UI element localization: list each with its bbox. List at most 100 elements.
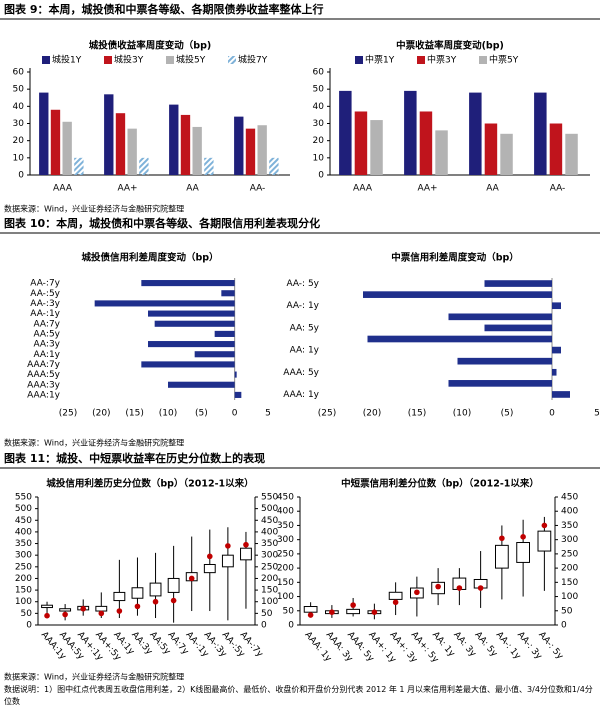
- y2-tick-label: 400: [561, 507, 578, 517]
- y2-tick-label: 250: [261, 562, 278, 572]
- y2-tick-label: 300: [261, 551, 278, 561]
- current-dot: [62, 611, 68, 618]
- y-tick-label: AA:1y: [34, 350, 61, 360]
- y2-tick-label: 200: [561, 564, 578, 574]
- current-dot: [243, 541, 249, 548]
- y-tick-label: 350: [15, 539, 32, 549]
- chart-title: 城投信用利差历史分位数（bp）（2012-1以来）: [46, 478, 253, 490]
- y-tick-label: 30: [13, 119, 25, 129]
- y-tick-label: AA-: 5y: [286, 279, 319, 289]
- chart-title: 城投债信用利差周度变动（bp）: [81, 252, 218, 264]
- y2-tick-label: 200: [261, 574, 278, 584]
- current-dot: [225, 543, 231, 549]
- legend-label: 中票3Y: [427, 54, 457, 66]
- x-tick-label: (15): [408, 409, 426, 419]
- bar: [257, 125, 267, 175]
- current-dot: [350, 602, 356, 608]
- y-tick-label: 250: [15, 562, 32, 572]
- legend-swatch: [166, 56, 174, 64]
- chart-title: 中票信用利差周度变动（bp）: [391, 252, 519, 264]
- bar: [139, 157, 149, 175]
- y-tick-label: 400: [15, 527, 32, 537]
- y-tick-label: 0: [26, 621, 32, 631]
- legend-label: 城投1Y: [52, 54, 82, 66]
- note: 数据说明：1）图中红点代表周五收盘信用利差，2）K线图最高价、最低价、收盘价和开…: [4, 685, 593, 706]
- x-tick-label: AAA: [353, 184, 373, 194]
- y-tick-label: AA-:7y: [30, 279, 60, 289]
- box: [516, 542, 530, 563]
- box: [495, 544, 509, 569]
- y-tick-label: AA-:3y: [30, 299, 60, 309]
- y-tick-label: 150: [15, 586, 32, 596]
- y-tick-label: AAA: 5y: [283, 368, 319, 378]
- box: [41, 604, 53, 609]
- x-tick-label: (10): [453, 409, 471, 419]
- figure-header: 图表 11：城投、中短票收益率在历史分位数上的表现: [4, 451, 265, 465]
- x-tick-label: (25): [318, 409, 336, 419]
- legend-label: 中票1Y: [365, 54, 395, 66]
- bar: [148, 310, 235, 317]
- bar: [148, 341, 235, 348]
- current-dot: [477, 585, 484, 591]
- current-dot: [520, 534, 526, 540]
- bar: [245, 128, 256, 175]
- current-dot: [152, 598, 159, 605]
- bar: [534, 92, 547, 175]
- x-tick-label: (15): [125, 409, 143, 419]
- legend-swatch: [417, 56, 425, 64]
- y2-tick-label: 400: [261, 527, 278, 537]
- bar: [234, 371, 237, 378]
- bar: [500, 133, 513, 175]
- bar: [435, 130, 448, 175]
- bar: [549, 123, 563, 175]
- y2-tick-label: 150: [561, 578, 578, 588]
- box: [537, 530, 552, 552]
- bar: [367, 335, 552, 343]
- bar: [168, 381, 235, 388]
- y2-tick-label: 450: [261, 516, 278, 526]
- y-tick-label: 20: [313, 136, 325, 146]
- y-tick-label: AA: 5y: [290, 323, 320, 333]
- bar: [127, 128, 137, 175]
- figure-header: 图表 9：本周，城投债和中票各等级、各期限债券收益率整体上行: [4, 2, 323, 16]
- current-dot: [206, 553, 213, 560]
- y2-tick-label: 50: [261, 609, 273, 619]
- x-tick-label: (20): [363, 409, 381, 419]
- y-tick-label: 40: [13, 102, 25, 112]
- chart-title: 城投债收益率周度变动（bp): [89, 40, 211, 52]
- y2-tick-label: 250: [561, 549, 578, 559]
- box: [167, 577, 180, 593]
- y-tick-label: AA:5y: [34, 329, 61, 339]
- current-dot: [44, 612, 50, 619]
- x-tick-label: 5: [594, 409, 600, 419]
- legend-swatch: [228, 56, 236, 64]
- current-dot: [456, 585, 463, 591]
- bar: [141, 280, 235, 287]
- bar: [339, 90, 352, 175]
- bar: [62, 121, 72, 175]
- x-tick-label: AA-: [250, 184, 266, 194]
- y-tick-label: 200: [15, 574, 32, 584]
- y-tick-label: 50: [283, 606, 295, 616]
- chart-title: 中票收益率周度变动(bp): [396, 40, 504, 52]
- bar: [269, 157, 279, 175]
- box: [113, 591, 126, 602]
- bar: [552, 368, 557, 376]
- bar: [469, 92, 482, 175]
- box: [303, 606, 318, 613]
- y-tick-label: 350: [277, 521, 294, 531]
- y-tick-label: AA:3y: [34, 340, 61, 350]
- y2-tick-label: 350: [561, 521, 578, 531]
- y-tick-label: 40: [313, 102, 325, 112]
- bar: [204, 157, 214, 175]
- x-tick-label: AAA: [53, 184, 73, 194]
- legend-label: 城投5Y: [176, 54, 206, 66]
- bar: [565, 133, 578, 175]
- current-dot: [116, 608, 123, 614]
- y2-tick-label: 100: [261, 597, 278, 607]
- source: 数据来源：Wind，兴业证券经济与金融研究院整理: [4, 438, 184, 448]
- y2-tick-label: 500: [261, 504, 278, 514]
- legend-swatch: [479, 56, 487, 64]
